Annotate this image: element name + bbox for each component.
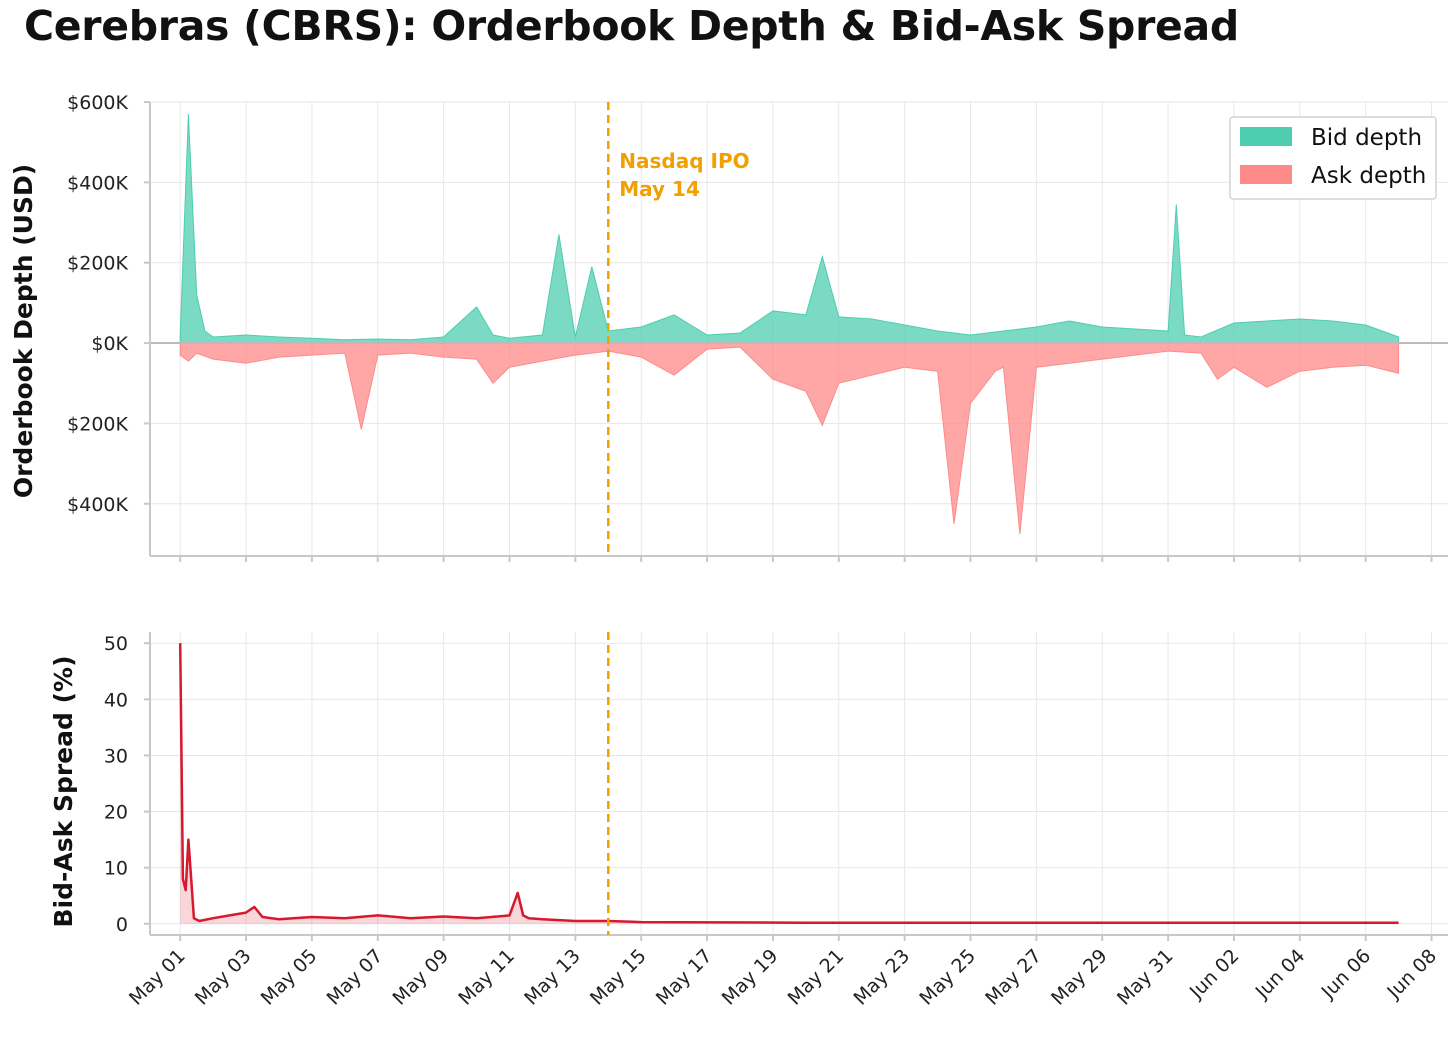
legend-swatch-bid bbox=[1240, 127, 1292, 146]
spread-ytick-label-4: 10 bbox=[104, 858, 128, 880]
x-tick-label-8: May 17 bbox=[652, 945, 717, 1010]
x-tick-labels: May 01 May 03 May 05 May 07 May 09 May 11 May … bbox=[125, 945, 1441, 1010]
depth-ytick-label-2: $200K bbox=[67, 253, 128, 275]
legend-label-bid: Bid depth bbox=[1311, 125, 1422, 151]
ask-depth-area bbox=[179, 342, 1400, 534]
spread-y-axis-label: Bid-Ask Spread (%) bbox=[49, 655, 78, 927]
spread-line bbox=[178, 643, 1399, 924]
spread-area-fill bbox=[180, 643, 1399, 924]
legend-swatch-ask bbox=[1240, 165, 1292, 184]
depth-ytick-label-0: $600K bbox=[67, 92, 128, 114]
depth-areas bbox=[179, 114, 1400, 534]
x-tick-label-7: May 15 bbox=[586, 945, 651, 1010]
depth-y-tick-labels: $600K $400K $200K $0K $200K $400K bbox=[67, 92, 150, 516]
x-tick-label-4: May 09 bbox=[388, 945, 453, 1010]
x-tick-label-6: May 13 bbox=[520, 945, 585, 1010]
chart-title: Cerebras (CBRS): Orderbook Depth & Bid-A… bbox=[24, 2, 1239, 50]
x-tick-label-15: May 31 bbox=[1113, 945, 1178, 1010]
x-tick-label-11: May 23 bbox=[849, 945, 914, 1010]
bid-depth-area bbox=[179, 114, 1400, 344]
depth-ytick-label-4: $200K bbox=[67, 413, 128, 435]
ipo-annotation-line-1: Nasdaq IPO bbox=[619, 149, 749, 173]
spread-ytick-label-0: 50 bbox=[104, 633, 128, 655]
x-tick-label-14: May 29 bbox=[1047, 945, 1112, 1010]
legend: Bid depth Ask depth bbox=[1229, 116, 1437, 200]
spread-y-tick-labels: 50 40 30 20 10 0 bbox=[104, 633, 150, 936]
spread-ytick-label-1: 40 bbox=[104, 689, 128, 711]
x-tick-label-3: May 07 bbox=[323, 945, 388, 1010]
legend-label-ask: Ask depth bbox=[1311, 163, 1426, 189]
depth-ytick-label-5: $400K bbox=[67, 494, 128, 516]
x-tick-label-2: May 05 bbox=[257, 945, 322, 1010]
x-tick-label-5: May 11 bbox=[454, 945, 519, 1010]
spread-ytick-label-3: 20 bbox=[104, 802, 128, 824]
x-tick-label-17: Jun 04 bbox=[1251, 945, 1310, 1004]
x-tick-label-13: May 27 bbox=[981, 945, 1046, 1010]
x-tick-label-1: May 03 bbox=[191, 945, 256, 1010]
spread-gridlines bbox=[150, 632, 1448, 935]
depth-ytick-label-3: $0K bbox=[91, 333, 128, 355]
x-tick-label-12: May 25 bbox=[915, 945, 980, 1010]
x-tick-label-0: May 01 bbox=[125, 945, 190, 1010]
spread-ytick-label-2: 30 bbox=[104, 745, 128, 767]
spread-axes bbox=[149, 632, 1448, 941]
x-tick-label-18: Jun 06 bbox=[1317, 945, 1376, 1004]
depth-ytick-label-1: $400K bbox=[67, 172, 128, 194]
x-tick-label-16: Jun 02 bbox=[1185, 945, 1244, 1004]
x-tick-label-10: May 21 bbox=[784, 945, 849, 1010]
x-tick-label-19: Jun 08 bbox=[1382, 945, 1441, 1004]
ipo-annotation-line-2: May 14 bbox=[619, 177, 700, 201]
x-tick-label-9: May 19 bbox=[718, 945, 783, 1010]
spread-ytick-label-5: 0 bbox=[116, 914, 128, 936]
depth-axes bbox=[149, 102, 1448, 562]
depth-y-axis-label: Orderbook Depth (USD) bbox=[9, 164, 38, 498]
